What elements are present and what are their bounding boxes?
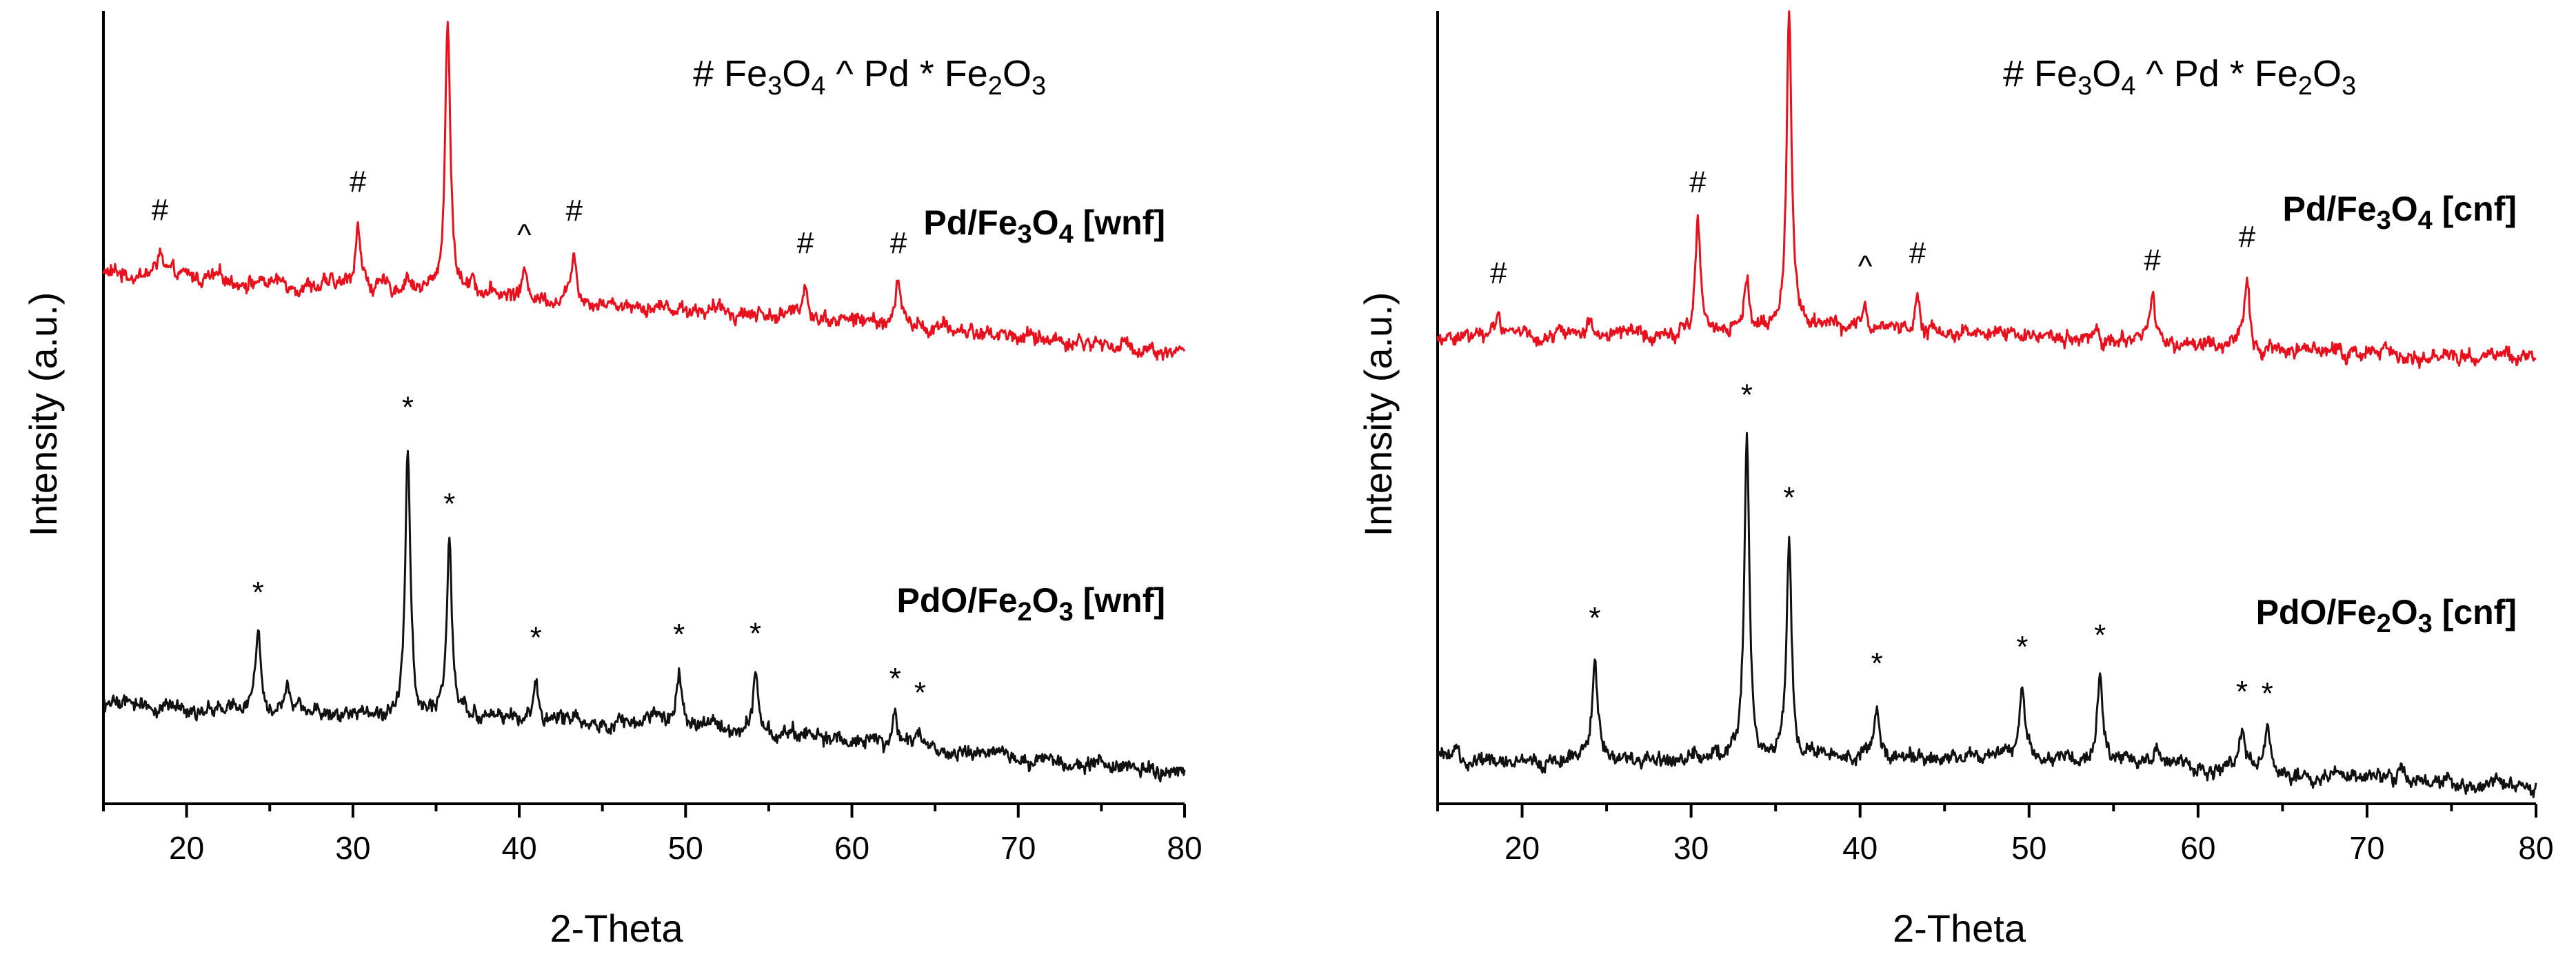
x-tick-label: 60 [2180,830,2215,866]
peak-marker: ^ [517,218,532,252]
sample-label: PdO/Fe2O3 [cnf] [2256,593,2517,638]
peak-marker: * [1871,647,1883,680]
x-tick-label: 50 [2011,830,2046,866]
x-tick-label: 20 [1505,830,1540,866]
peak-marker: * [2236,675,2248,709]
peak-marker: # [2239,220,2256,254]
x-tick-label: 20 [169,830,204,866]
peak-marker: * [1589,601,1600,635]
peak-marker: * [749,617,761,651]
peak-marker: * [2262,676,2273,710]
peak-marker: # [1490,256,1507,290]
peak-marker: # [1689,165,1707,199]
peak-marker: * [402,391,414,425]
x-axis-label: 2-Theta [550,907,684,950]
peak-marker: * [443,487,455,521]
left-xrd-panel: 20 30 40 50 60 70 80 2-Theta Intensity (a.u.) # F… [21,11,1203,950]
peak-marker: * [889,662,901,696]
x-axis-label: 2-Theta [1893,907,2026,950]
peak-marker: # [890,226,907,260]
peak-marker: * [673,618,685,651]
peak-marker: * [2094,618,2106,652]
peak-marker: * [1783,481,1795,515]
peak-marker: # [2144,243,2161,277]
peak-marker: * [914,676,926,710]
x-tick-label: 80 [2518,830,2553,866]
sample-label: PdO/Fe2O3 [wnf] [897,581,1166,627]
x-tick-label: 70 [2349,830,2384,866]
y-axis-label: Intensity (a.u.) [21,292,65,537]
peak-marker: # [152,193,169,227]
x-tick-label: 30 [335,830,370,866]
peak-marker: # [1909,236,1926,270]
fe3o4-pattern-line [1436,10,2537,369]
peak-marker: * [252,576,264,609]
fe2o3-pattern-line [1436,432,2537,798]
fe2o3-pattern-line [102,449,1186,782]
y-axis-label: Intensity (a.u.) [1356,292,1400,537]
peak-marker: # [797,226,814,260]
x-tick-label: 70 [1000,830,1036,866]
sample-label: Pd/Fe3O4 [cnf] [2282,190,2517,235]
x-tick-label: 40 [1842,830,1878,866]
peak-marker: # [350,165,367,199]
fe3o4-pattern-line [102,21,1186,361]
x-tick-label: 50 [668,830,703,866]
x-tick-label: 30 [1673,830,1709,866]
right-xrd-panel: 20 30 40 50 60 70 80 2-Theta Intensity (a.u.) # F… [1356,10,2554,950]
peak-marker: * [530,621,542,655]
phase-legend: # Fe3O4 ^ Pd * Fe2O3 [2003,53,2356,101]
peak-marker: * [2016,630,2028,664]
phase-legend: # Fe3O4 ^ Pd * Fe2O3 [693,53,1046,101]
x-tick-label: 40 [501,830,536,866]
peak-marker: ^ [1858,250,1873,283]
x-tick-label: 80 [1167,830,1202,866]
peak-marker: # [565,194,583,227]
x-tick-label: 60 [834,830,869,866]
sample-label: Pd/Fe3O4 [wnf] [923,203,1165,249]
peak-marker: * [1741,378,1753,412]
